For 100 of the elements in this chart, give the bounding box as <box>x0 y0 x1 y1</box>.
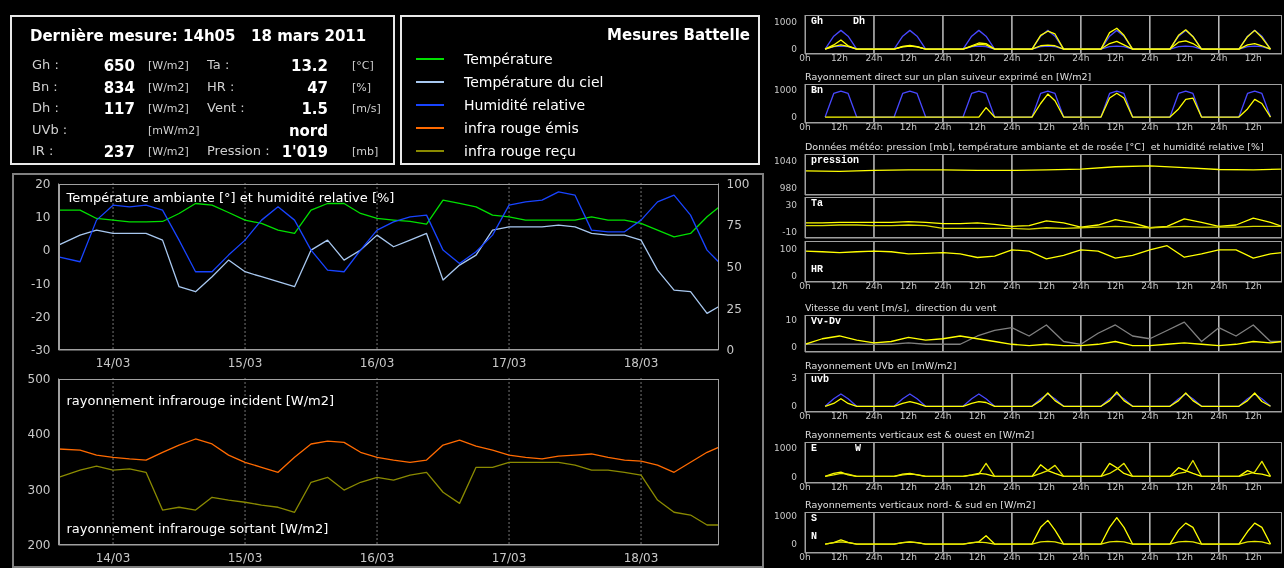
legend-label: infra rouge reçu <box>464 143 576 159</box>
x-tick-label: 24h <box>1003 281 1021 292</box>
y-tick-label: 980 <box>779 183 798 194</box>
x-tick-label: 12h <box>1175 552 1193 563</box>
annotation: uvb <box>811 374 830 385</box>
x-tick-label: 17/03 <box>491 355 527 370</box>
text: 237 <box>103 143 135 161</box>
legend-label: Humidité relative <box>464 97 586 113</box>
x-tick-label: 24h <box>865 411 883 422</box>
x-tick-label: 12h <box>1175 122 1193 133</box>
x-tick-label: 24h <box>865 53 883 64</box>
x-tick-label: 12h <box>1244 482 1262 493</box>
y-tick-label: 1040 <box>774 156 798 167</box>
x-tick-label: 12h <box>1244 122 1262 133</box>
chart-title: Rayonnement direct sur un plan suiveur exprimé en [W/m2] <box>805 71 1092 82</box>
x-tick-label: 12h <box>1175 281 1193 292</box>
text: Vent : <box>207 100 245 115</box>
text: 13.2 <box>290 57 328 75</box>
text: [W/m2] <box>148 59 189 72</box>
annotation: S <box>811 513 818 524</box>
x-tick-label: 12h <box>968 482 986 493</box>
annotation: Gh <box>811 16 824 27</box>
y-tick-label: 20 <box>35 176 51 191</box>
y-tick-label: 30 <box>785 199 798 210</box>
y-tick-label: 1000 <box>774 511 798 522</box>
x-tick-label: 0h <box>799 53 811 64</box>
x-tick-label: 24h <box>865 482 883 493</box>
y-tick-label: 300 <box>27 482 51 497</box>
x-tick-label: 24h <box>1210 552 1228 563</box>
x-tick-label: 24h <box>1141 482 1159 493</box>
y-tick-label: 0 <box>791 539 798 550</box>
chart-title: Rayonnements verticaux est & ouest en [W/m2] <box>805 429 1035 440</box>
annotation: N <box>811 531 818 542</box>
x-tick-label: 12h <box>1244 411 1262 422</box>
x-tick-label: 24h <box>1072 53 1090 64</box>
text: Température ambiante [°] et humidité relative [%] <box>66 189 395 205</box>
x-tick-label: 24h <box>934 53 952 64</box>
x-tick-label: 12h <box>1175 53 1193 64</box>
x-tick-label: 12h <box>1106 122 1124 133</box>
chart-title: Rayonnements verticaux nord- & sud en [W/m2] <box>805 499 1036 510</box>
x-tick-label: 12h <box>899 411 918 422</box>
legend-label: Température du ciel <box>464 74 604 90</box>
y-tick-label: 3 <box>791 372 797 383</box>
y-tick-label: 0 <box>42 243 51 258</box>
x-tick-label: 0h <box>799 411 811 422</box>
y-tick-label: 10 <box>35 210 51 225</box>
text: 117 <box>103 100 135 118</box>
text: [°C] <box>352 59 374 72</box>
annotation: rayonnement infrarouge incident [W/m2] <box>66 392 335 408</box>
text: Gh : <box>32 57 59 72</box>
x-tick-label: 12h <box>1106 552 1124 563</box>
annotation: rayonnement infrarouge sortant [W/m2] <box>66 521 329 536</box>
y-tick-label: -30 <box>30 343 51 358</box>
text: IR : <box>32 143 54 158</box>
x-tick-label: 12h <box>1037 122 1055 133</box>
chart-title: Rayonnement UVb en [mW/m2] <box>805 360 957 371</box>
y-tick-label: 1000 <box>774 16 798 27</box>
y-tick-label: -10 <box>30 276 51 291</box>
text: [mW/m2] <box>148 123 200 137</box>
x-tick-label: 24h <box>1210 53 1228 64</box>
text: 834 <box>103 78 135 97</box>
x-tick-label: 12h <box>899 53 918 64</box>
y-tick-label: 0 <box>791 342 798 353</box>
text: [m/s] <box>352 102 381 115</box>
x-tick-label: 12h <box>1106 53 1124 64</box>
x-tick-label: 12h <box>899 552 918 563</box>
text: [mb] <box>352 145 379 158</box>
text: [W/m2] <box>148 102 189 115</box>
x-tick-label: 18/03 <box>623 550 659 565</box>
x-tick-label: 12h <box>968 411 986 422</box>
x-tick-label: 24h <box>934 552 952 563</box>
x-tick-label: 15/03 <box>227 355 263 370</box>
text: 1.5 <box>301 100 328 118</box>
text: Pression : <box>207 143 270 158</box>
x-tick-label: 12h <box>1244 53 1262 64</box>
x-tick-label: 24h <box>1003 552 1021 563</box>
y2-tick-label: 50 <box>726 260 742 275</box>
x-tick-label: 15/03 <box>227 550 263 565</box>
y2-tick-label: 100 <box>726 176 750 191</box>
annotation: Ta <box>811 198 824 209</box>
y-tick-label: 0 <box>791 44 798 55</box>
x-tick-label: 12h <box>1244 552 1262 563</box>
x-tick-label: 24h <box>1141 53 1159 64</box>
chart-title: Données météo: pression [mb], température ambiante et de rosée [°C] et humidité relative [%] <box>805 141 1264 152</box>
y-tick-label: 0 <box>791 471 798 482</box>
x-tick-label: 24h <box>1210 281 1228 292</box>
annotation: E <box>811 443 818 454</box>
x-tick-label: 12h <box>830 482 849 493</box>
x-tick-label: 14/03 <box>95 355 131 370</box>
annotation: HR <box>811 264 824 275</box>
y-tick-label: 10 <box>785 314 798 325</box>
x-tick-label: 24h <box>1072 281 1090 292</box>
text: Bn : <box>32 78 58 94</box>
x-tick-label: 12h <box>1037 281 1055 292</box>
x-tick-label: 24h <box>1141 122 1159 133</box>
x-tick-label: 12h <box>1037 53 1055 64</box>
x-tick-label: 17/03 <box>491 550 527 565</box>
x-tick-label: 24h <box>934 411 952 422</box>
annotation: Bn <box>811 85 824 96</box>
x-tick-label: 12h <box>1106 411 1124 422</box>
